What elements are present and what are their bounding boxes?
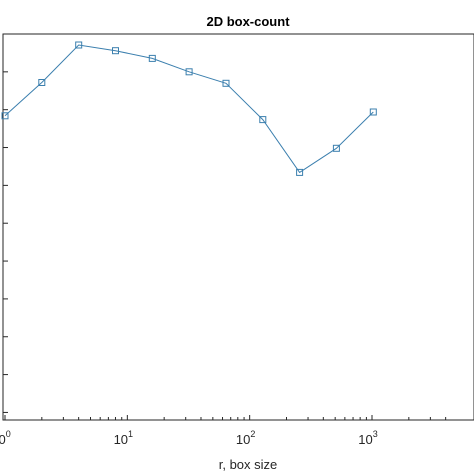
data-point-marker	[112, 47, 119, 55]
series-line	[4, 44, 374, 174]
data-point-marker	[296, 168, 304, 176]
tick-label-base: 10	[236, 432, 250, 447]
x-axis-label: r, box size	[219, 457, 278, 472]
data-point-marker	[369, 108, 377, 116]
x-tick-label: 100	[0, 429, 11, 447]
data-point-marker	[332, 144, 340, 152]
series-layer	[1, 41, 377, 176]
x-tick-label: 103	[358, 429, 377, 447]
plot-area	[2, 33, 474, 421]
chart-title: 2D box-count	[206, 14, 290, 29]
data-point-marker	[38, 79, 46, 86]
tick-label-base: 10	[358, 432, 372, 447]
data-point-marker	[222, 79, 230, 87]
data-point-marker	[185, 68, 193, 76]
tick-label-base: 10	[114, 432, 128, 447]
tick-label-exponent: 1	[128, 429, 133, 439]
data-point-marker	[1, 112, 9, 120]
x-tick-label: 102	[236, 429, 255, 447]
data-point-marker	[75, 41, 83, 49]
tick-label-exponent: 2	[250, 429, 255, 439]
tick-label-exponent: 0	[6, 429, 11, 439]
data-point-marker	[148, 54, 156, 62]
data-point-marker	[259, 116, 267, 124]
tick-label-exponent: 3	[373, 429, 378, 439]
x-tick-label: 101	[114, 429, 133, 447]
x-axis-ticks: 100101102103	[0, 71, 447, 447]
tick-label-base: 10	[0, 432, 6, 447]
